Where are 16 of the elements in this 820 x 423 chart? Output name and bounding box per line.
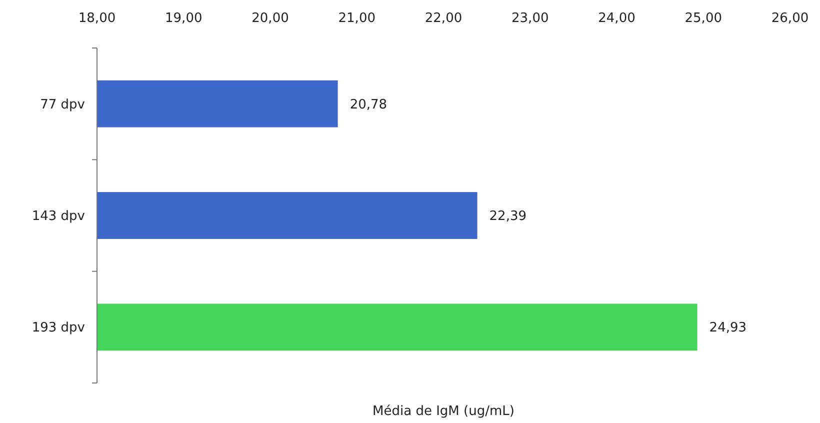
data-label: 20,78 — [350, 97, 388, 112]
x-tick-label: 22,00 — [424, 11, 462, 26]
data-label: 24,93 — [709, 320, 747, 336]
x-axis-title: Média de IgM (ug/mL) — [372, 404, 514, 419]
y-tick-label: 143 dpv — [32, 209, 86, 224]
x-tick-label: 25,00 — [684, 11, 722, 26]
x-tick-label: 19,00 — [165, 11, 202, 26]
data-label: 22,39 — [489, 209, 527, 224]
x-tick-label: 21,00 — [338, 11, 376, 26]
x-tick-label: 23,00 — [512, 11, 549, 26]
x-tick-label: 20,00 — [252, 11, 289, 26]
x-tick-label: 18,00 — [78, 11, 116, 26]
y-tick-label: 193 dpv — [32, 320, 86, 336]
y-tick-label: 77 dpv — [40, 97, 86, 112]
x-tick-label: 26,00 — [771, 11, 809, 26]
x-tick-label: 24,00 — [598, 11, 636, 26]
